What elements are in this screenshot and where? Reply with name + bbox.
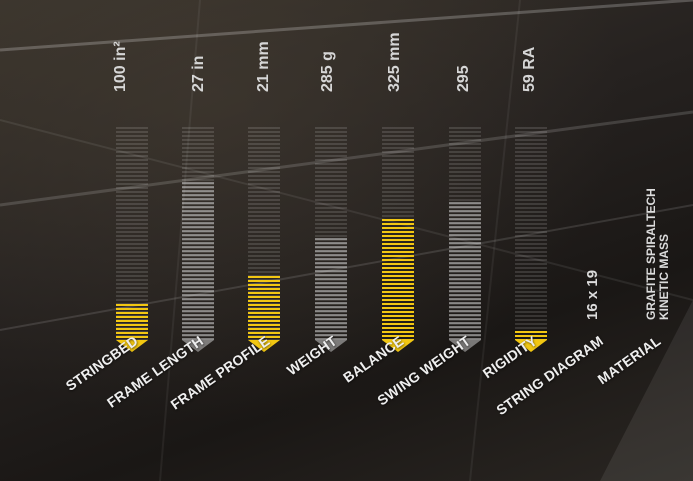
frame-profile-bar bbox=[248, 127, 280, 352]
balance-bar bbox=[382, 127, 414, 352]
material-value: GRAFITE SPIRALTECH KINETIC MASS bbox=[644, 188, 671, 320]
balance-value: 325 mm bbox=[386, 32, 403, 92]
rigidity-value: 59 RA bbox=[521, 46, 538, 92]
rigidity-bar bbox=[515, 127, 547, 352]
weight-bar bbox=[315, 127, 347, 352]
weight-value: 285 g bbox=[319, 51, 336, 92]
swing-weight-value: 295 bbox=[455, 65, 472, 92]
material-value-line-1: GRAFITE SPIRALTECH bbox=[644, 188, 658, 320]
material-value-line-2: KINETIC MASS bbox=[657, 233, 671, 320]
frame-profile-value: 21 mm bbox=[255, 41, 272, 92]
stringbed-value: 100 in² bbox=[112, 41, 129, 92]
frame-length-bar bbox=[182, 127, 214, 352]
string-diagram-value: 16 x 19 bbox=[584, 269, 601, 320]
frame-length-value: 27 in bbox=[190, 55, 207, 92]
swing-weight-bar bbox=[449, 127, 481, 352]
stringbed-bar bbox=[116, 127, 148, 352]
